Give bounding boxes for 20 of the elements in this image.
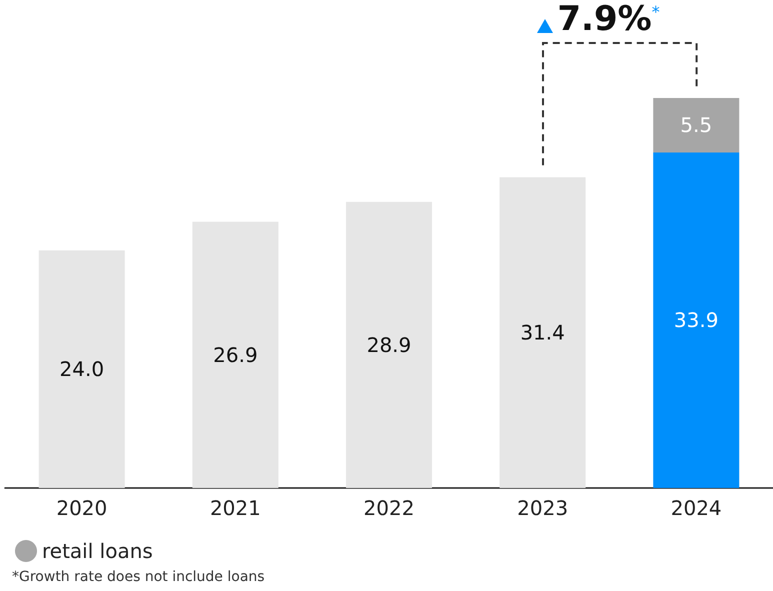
text: *Growth rate does not include loans — [12, 569, 265, 585]
data-label: 33.9 — [674, 308, 718, 332]
x-tick-label: 2020 — [56, 496, 108, 520]
bar — [346, 202, 432, 488]
data-label: 26.9 — [213, 342, 258, 367]
data-label: 28.9 — [366, 332, 412, 357]
text: 7.9%$^{*}$ — [557, 0, 660, 39]
x-tick-label: 2024 — [670, 496, 722, 520]
bar — [192, 222, 278, 488]
data-label: 5.5 — [680, 113, 712, 138]
x-tick-label: 2022 — [364, 496, 414, 520]
bar — [38, 250, 125, 488]
data-label: 31.4 — [520, 320, 565, 345]
x-tick-label: 2023 — [517, 496, 568, 520]
x-tick-label: 2021 — [210, 496, 261, 520]
bar — [653, 98, 740, 152]
bar — [500, 177, 586, 488]
data-label: 24.0 — [60, 357, 104, 382]
bar — [653, 152, 740, 488]
legend-label: retail loans — [42, 539, 153, 563]
